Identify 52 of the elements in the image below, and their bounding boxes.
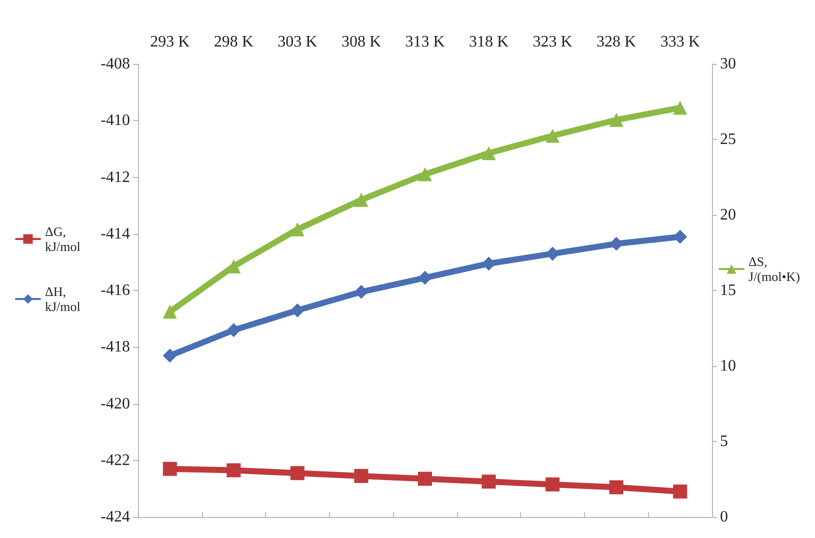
point: [482, 256, 496, 271]
point: [226, 259, 241, 274]
point: [546, 477, 560, 492]
y-tick-label: -420: [100, 395, 130, 412]
point: [290, 303, 304, 318]
point: [418, 472, 432, 486]
x-tick-label: 308 K: [341, 34, 382, 50]
point: [482, 146, 496, 160]
y-tick-label: -408: [100, 56, 130, 72]
y-tick-label: -410: [100, 112, 130, 130]
x-tick-label: 298 K: [214, 34, 254, 50]
point: [162, 462, 177, 476]
legend-label: ΔG, kJ/mol: [45, 224, 81, 254]
x-tick-label: 313 K: [405, 34, 446, 50]
point: [226, 463, 241, 478]
y-tick-label: -422: [100, 452, 130, 469]
point: [162, 304, 177, 319]
y-tick-label: -418: [100, 338, 130, 356]
point: [673, 484, 688, 499]
y2-tick-label: 20: [720, 206, 736, 224]
point: [546, 128, 560, 143]
x-tick-label: 328 K: [596, 34, 637, 50]
x-tick-label: 333 K: [660, 34, 700, 50]
x-tick-label: 303 K: [278, 34, 318, 50]
point: [609, 480, 624, 494]
point: [418, 167, 432, 182]
point: [354, 284, 368, 299]
legend-label: ΔS, J/(mol•K): [748, 254, 800, 284]
point: [226, 323, 241, 338]
y2-tick-label: 5: [720, 433, 728, 450]
y-tick-label: -412: [100, 168, 130, 186]
point: [162, 348, 177, 363]
y-tick-label: -416: [100, 282, 130, 299]
x-tick-label: 318 K: [468, 34, 509, 50]
point: [290, 466, 304, 480]
point: [482, 474, 496, 489]
y-tick-label: -414: [100, 225, 130, 242]
point: [290, 222, 304, 236]
x-tick-label: 293 K: [150, 34, 190, 50]
point: [418, 270, 432, 285]
legend-label: ΔH, kJ/mol: [45, 284, 81, 314]
point: [354, 468, 368, 483]
x-tick-label: 323 K: [532, 34, 573, 50]
y2-tick-label: 15: [720, 282, 736, 299]
point: [609, 112, 624, 127]
y2-tick-label: 25: [720, 131, 736, 148]
point: [673, 100, 688, 115]
y-tick-label: -424: [100, 508, 130, 526]
y2-tick-label: 10: [720, 358, 736, 374]
y2-tick-label: 30: [720, 56, 736, 72]
point: [354, 192, 368, 207]
y2-tick-label: 0: [720, 508, 728, 526]
